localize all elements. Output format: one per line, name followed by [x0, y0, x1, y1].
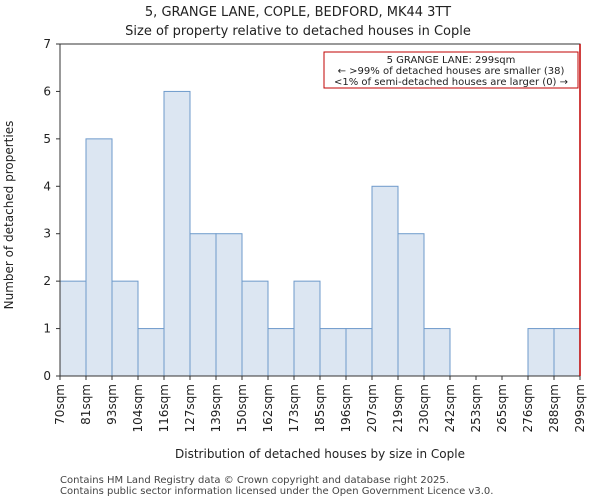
y-tick-label: 7 [43, 37, 51, 51]
y-tick-label: 3 [43, 227, 51, 241]
x-tick-label: 242sqm [443, 384, 457, 432]
x-tick-label: 93sqm [105, 384, 119, 425]
x-tick-label: 276sqm [521, 384, 535, 432]
bar [423, 328, 451, 377]
bar [371, 185, 399, 377]
x-tick-label: 162sqm [261, 384, 275, 432]
y-tick-label: 2 [43, 274, 51, 288]
chart-subtitle: Size of property relative to detached ho… [125, 24, 471, 39]
y-axis-label: Number of detached properties [2, 121, 16, 310]
x-tick-label: 185sqm [313, 384, 327, 432]
x-tick-label: 196sqm [339, 384, 353, 432]
x-ticks: 70sqm 81sqm 93sqm 104sqm 116sqm 127sqm 139sqm 1… [53, 376, 587, 432]
bar [59, 280, 87, 377]
marker-group: 5 GRANGE LANE: 299sqm← >99% of detached … [323, 44, 581, 376]
bar [215, 233, 243, 377]
x-tick-label: 150sqm [235, 384, 249, 432]
x-tick-label: 81sqm [79, 384, 93, 425]
y-tick-label: 6 [43, 84, 51, 98]
x-tick-label: 253sqm [469, 384, 483, 432]
footer-line-1: Contains HM Land Registry data © Crown c… [60, 475, 449, 486]
bar [345, 328, 373, 377]
annotation-box [323, 51, 579, 89]
x-tick-label: 265sqm [495, 384, 509, 432]
x-tick-label: 207sqm [365, 384, 379, 432]
bar [111, 280, 139, 377]
bar [293, 280, 321, 377]
bar [163, 90, 191, 377]
y-tick-label: 1 [43, 322, 51, 336]
x-tick-label: 219sqm [391, 384, 405, 432]
bars-group [59, 90, 581, 377]
x-tick-label: 139sqm [209, 384, 223, 432]
bar [137, 328, 165, 377]
y-ticks: 0 1 2 3 4 5 6 7 [43, 37, 60, 383]
x-tick-label: 288sqm [547, 384, 561, 432]
bar [267, 328, 295, 377]
y-tick-label: 4 [43, 179, 51, 193]
annotation-line: ← >99% of detached houses are smaller (3… [338, 66, 565, 77]
y-tick-label: 0 [43, 369, 51, 383]
bar [241, 280, 269, 377]
annotation-line: 5 GRANGE LANE: 299sqm [387, 55, 516, 66]
x-tick-label: 70sqm [53, 384, 67, 425]
x-tick-label: 116sqm [157, 384, 171, 432]
y-tick-label: 5 [43, 132, 51, 146]
chart-title: 5, GRANGE LANE, COPLE, BEDFORD, MK44 3TT [145, 5, 451, 20]
x-tick-label: 104sqm [131, 384, 145, 432]
x-tick-label: 230sqm [417, 384, 431, 432]
x-tick-label: 173sqm [287, 384, 301, 432]
x-tick-label: 299sqm [573, 384, 587, 432]
bar [553, 328, 581, 377]
bar [397, 233, 425, 377]
x-axis-label: Distribution of detached houses by size … [175, 447, 465, 461]
footer-line-2: Contains public sector information licen… [60, 486, 493, 497]
bar [319, 328, 347, 377]
bar [85, 138, 113, 377]
bar [189, 233, 217, 377]
annotation-line: <1% of semi-detached houses are larger (… [334, 77, 568, 88]
x-tick-label: 127sqm [183, 384, 197, 432]
bar [527, 328, 555, 377]
